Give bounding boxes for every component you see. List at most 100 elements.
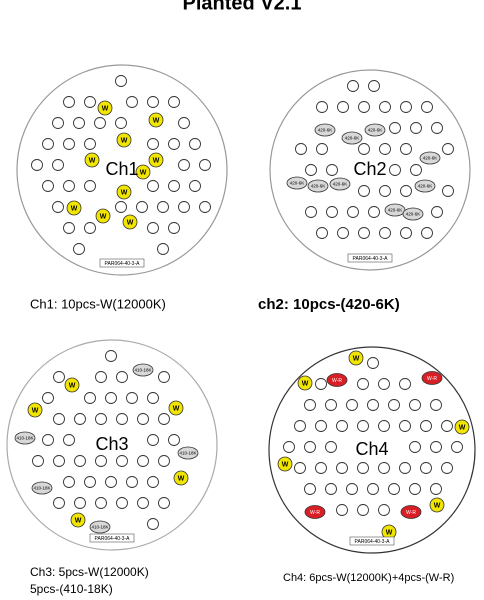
led [315,420,327,432]
led [95,497,107,509]
led [63,434,75,446]
led-blue [341,131,363,145]
led [430,483,442,495]
led-white [135,164,151,180]
led [346,399,358,411]
caption: ch2: 10pcs-(420-6K) [258,296,400,313]
led [137,497,149,509]
led [430,399,442,411]
led-white [116,132,132,148]
led [147,518,159,530]
led [63,180,75,192]
led [116,413,128,425]
led [95,413,107,425]
led [336,504,348,516]
led [116,497,128,509]
led [389,122,401,134]
led-white [148,112,164,128]
led [157,243,169,255]
led [74,497,86,509]
board-label: PAR064-40-3-A [355,539,391,545]
led-white [95,208,111,224]
led [367,483,379,495]
led [368,206,380,218]
title: Planted V2.1 [183,0,302,14]
led [316,227,328,239]
led [31,159,43,171]
led [105,392,117,404]
led [420,420,432,432]
led [399,378,411,390]
led [94,117,106,129]
led [178,201,190,213]
led-label: 420-6K [333,182,348,187]
led [295,143,307,155]
led-white [84,152,100,168]
led [53,371,65,383]
led-label: W [282,461,289,468]
led-label: W [153,157,160,164]
led [74,413,86,425]
led [347,206,359,218]
led-white [97,100,113,116]
led [283,441,295,453]
led [137,413,149,425]
led-label: 420-6K [318,128,333,133]
led-label: W-R [427,376,437,382]
led-blue [329,177,351,191]
channel-label: Ch4 [355,439,388,459]
led [294,420,306,432]
led [115,201,127,213]
led [147,476,159,488]
led-blue [402,207,424,221]
led [115,75,127,87]
led [431,206,443,218]
led-blue [314,123,336,137]
led-white [297,375,313,391]
led [189,138,201,150]
led [336,462,348,474]
caption: Ch1: 10pcs-W(12000K) [30,296,166,311]
led [357,504,369,516]
led [358,227,370,239]
led [178,159,190,171]
led-blue [89,520,111,534]
led [326,206,338,218]
board-label-box [99,258,145,268]
led [63,222,75,234]
led [367,357,379,369]
led-label: W [178,475,185,482]
led [157,201,169,213]
led [158,497,170,509]
led-label: 420-6K [418,184,433,189]
led-blue [14,431,36,445]
led [410,164,422,176]
led [42,434,54,446]
led [409,399,421,411]
led [178,117,190,129]
led [105,476,117,488]
caption: Ch4: 6pcs-W(12000K)+4pcs-(W-R) [283,572,454,584]
led [409,483,421,495]
led [337,227,349,239]
board-label: PAR064-40-3-A [95,536,131,542]
led [326,164,338,176]
board-label-box [349,536,395,546]
led-white [122,214,138,230]
led [168,434,180,446]
led [42,180,54,192]
led [147,392,159,404]
led-label: 410-18K [91,525,108,530]
led-label: W [459,424,466,431]
board-label: PAR064-40-3-A [105,261,141,267]
led [305,164,317,176]
led [168,180,180,192]
led-white [64,377,80,393]
led-red [400,505,422,519]
led [431,122,443,134]
led [84,392,96,404]
led-label: W [71,205,78,212]
board [268,346,476,554]
led-blue [132,363,154,377]
led-label: 420-6K [345,136,360,141]
